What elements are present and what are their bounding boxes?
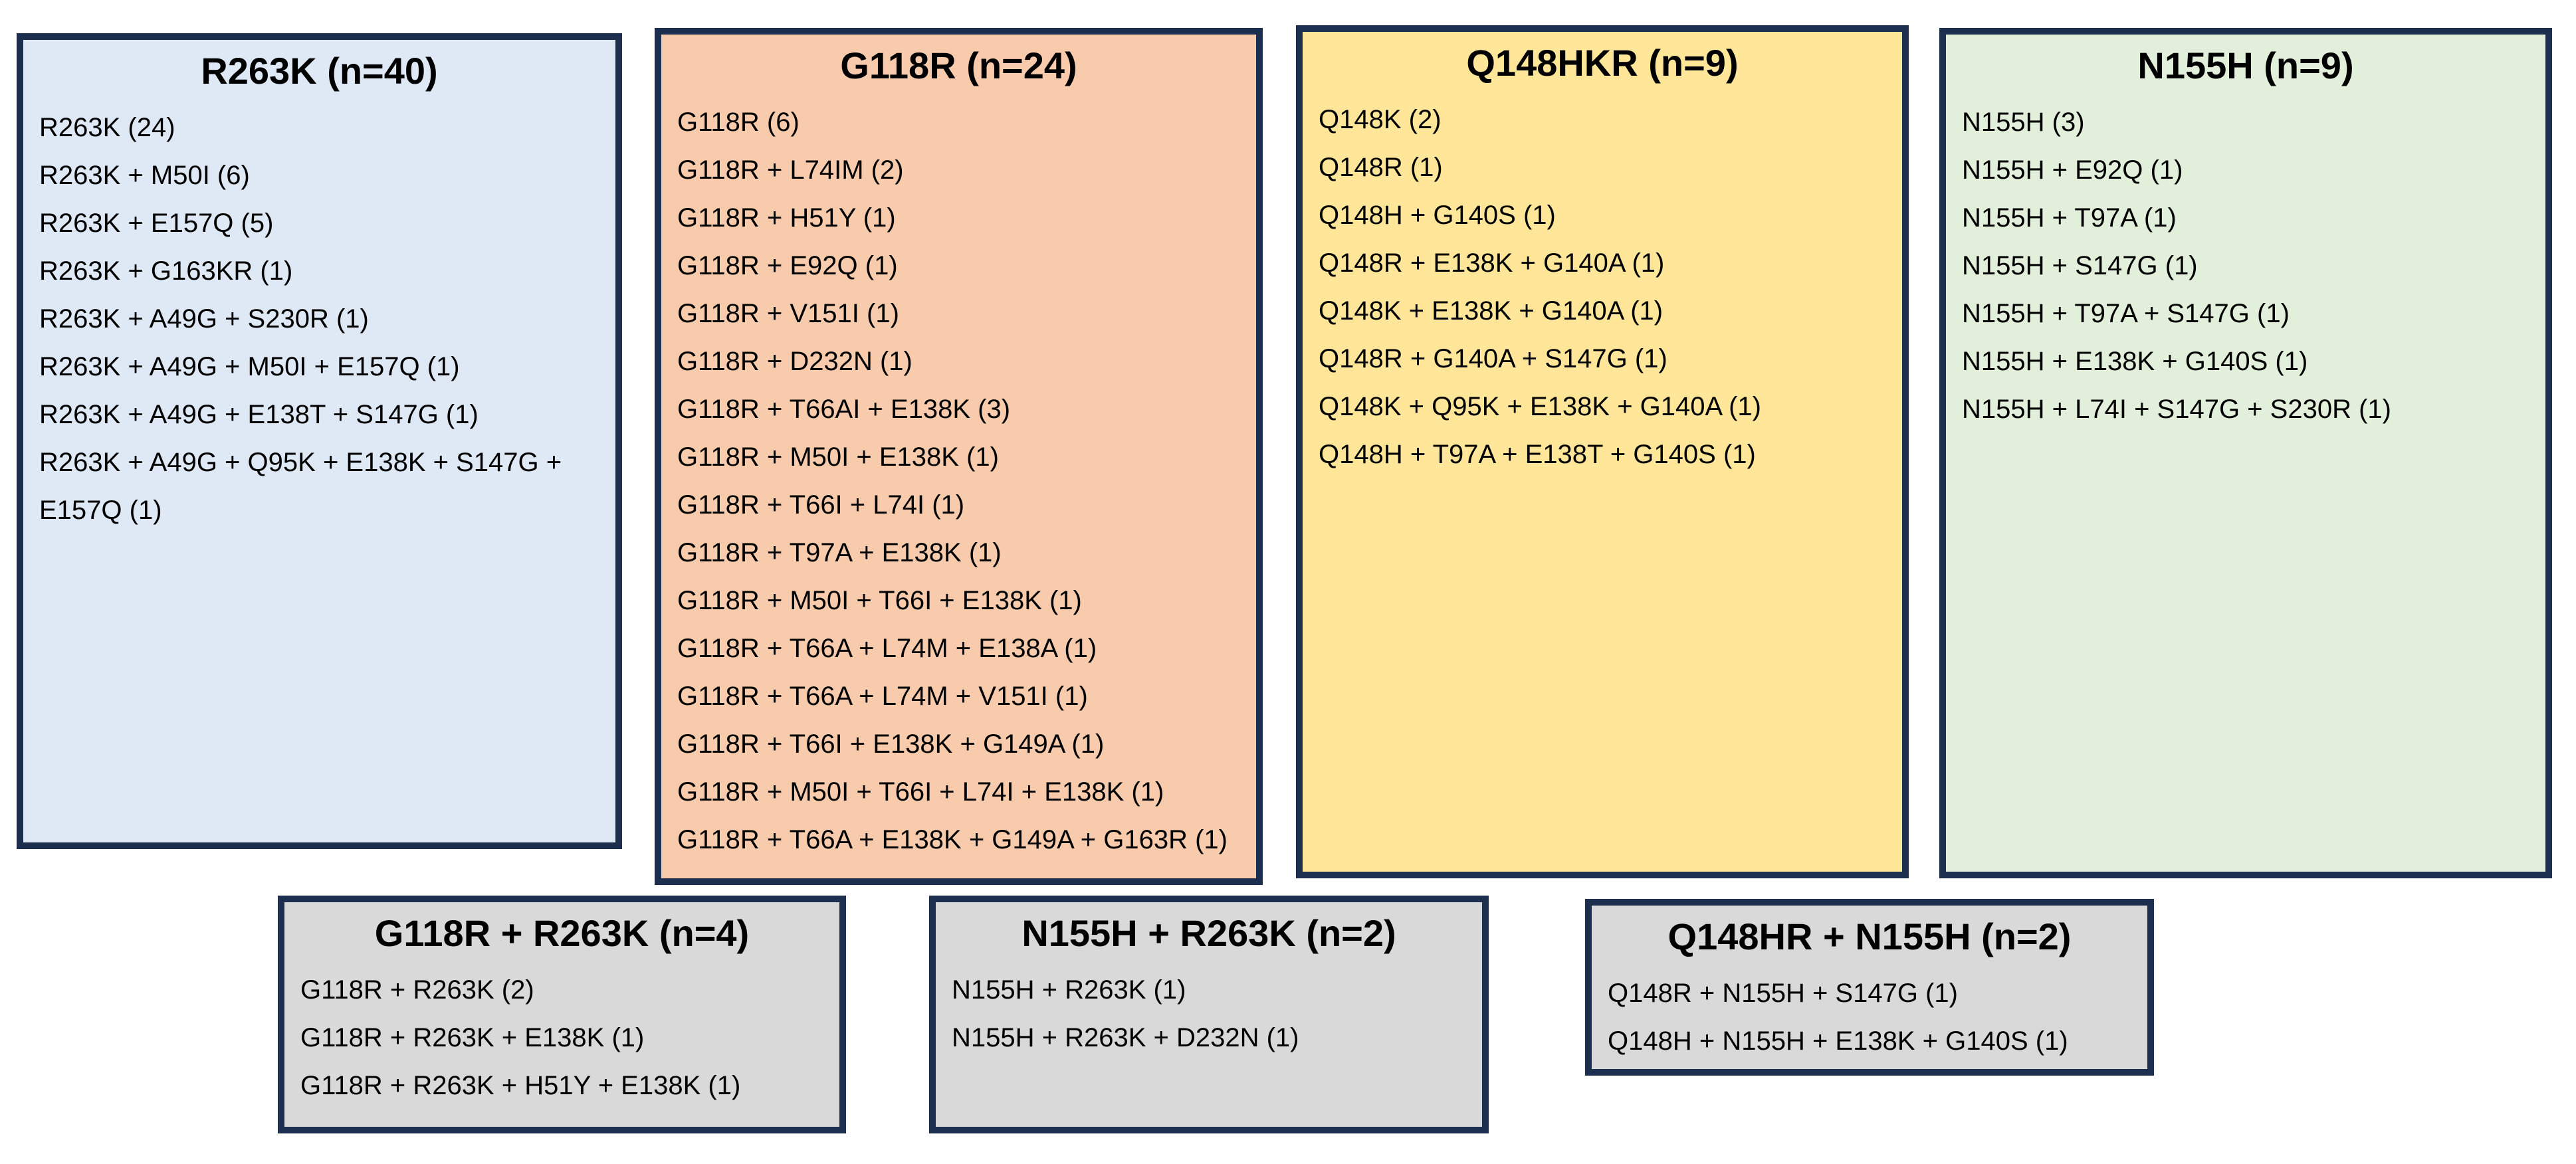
mutation-entry: G118R + T97A + E138K (1) [677,538,1002,567]
mutation-entry: G118R + M50I + T66I + L74I + E138K (1) [677,777,1164,807]
box-title-n155h-r263k: N155H + R263K (n=2) [1021,912,1396,954]
mutation-entry: Q148K + Q95K + E138K + G140A (1) [1319,392,1761,421]
mutation-entry: G118R (6) [677,108,800,137]
mutation-entry: G118R + V151I (1) [677,299,899,328]
mutation-entry: Q148R + N155H + S147G (1) [1608,979,1958,1008]
mutation-entry: Q148H + G140S (1) [1319,201,1556,230]
mutation-list-r263k: R263K (24) R263K + M50I (6) R263K + E157Q … [23,94,615,534]
mutation-entry: R263K (24) [39,113,175,142]
box-title-g118r: G118R (n=24) [840,45,1077,86]
mutation-entry: G118R + L74IM (2) [677,155,904,185]
mutation-list-n155h-r263k: N155H + R263K (1) N155H + R263K + D232N (… [936,957,1482,1062]
mutation-entry: N155H + E138K + G140S (1) [1962,347,2308,376]
box-title-n155h: N155H (n=9) [2137,45,2354,86]
mutation-entry: Q148H + T97A + E138T + G140S (1) [1319,440,1756,469]
mutation-entry: G118R + T66A + L74M + E138A (1) [677,634,1097,663]
mutation-group-box-g118r-r263k: G118R + R263K (n=4) G118R + R263K (2) G11… [278,896,846,1133]
mutation-entry: N155H + S147G (1) [1962,251,2198,280]
mutation-entry: R263K + A49G + E138T + S147G (1) [39,400,479,429]
mutation-entry: R263K + E157Q (5) [39,209,274,238]
mutation-entry: N155H + R263K + D232N (1) [952,1023,1299,1052]
mutation-entry: G118R + M50I + T66I + E138K (1) [677,586,1082,615]
mutation-group-box-r263k: R263K (n=40) R263K (24) R263K + M50I (6) R… [17,33,622,849]
mutation-entry: N155H + E92Q (1) [1962,155,2183,185]
mutation-entry: R263K + A49G + Q95K + E138K + S147G + E1… [39,448,562,525]
mutation-entry: Q148K (2) [1319,105,1442,134]
mutation-group-box-n155h: N155H (n=9) N155H (3) N155H + E92Q (1) N15… [1939,28,2552,878]
mutation-list-q148hr-n155h: Q148R + N155H + S147G (1) Q148H + N155H +… [1592,960,2147,1065]
box-title-r263k: R263K (n=40) [201,50,438,92]
mutation-entry: G118R + E92Q (1) [677,251,898,280]
mutation-group-box-n155h-r263k: N155H + R263K (n=2) N155H + R263K (1) N15… [929,896,1489,1133]
mutation-entry: G118R + D232N (1) [677,347,912,376]
mutation-entry: G118R + R263K + H51Y + E138K (1) [300,1071,741,1100]
mutation-entry: G118R + T66AI + E138K (3) [677,395,1011,424]
mutation-entry: R263K + M50I (6) [39,161,250,190]
mutation-entry: R263K + G163KR (1) [39,256,293,286]
mutation-entry: N155H + L74I + S147G + S230R (1) [1962,395,2391,424]
mutation-list-q148hkr: Q148K (2) Q148R (1) Q148H + G140S (1) Q148R… [1303,86,1902,478]
mutation-entry: R263K + A49G + S230R (1) [39,304,369,334]
mutation-entry: N155H + T97A + S147G (1) [1962,299,2290,328]
mutation-entry: N155H + R263K (1) [952,975,1186,1005]
mutation-group-box-g118r: G118R (n=24) G118R (6) G118R + L74IM (2) G… [655,28,1263,885]
mutation-entry: G118R + T66A + E138K + G149A + G163R (1) [677,825,1228,854]
mutation-entry: Q148R + E138K + G140A (1) [1319,248,1665,278]
mutation-list-g118r: G118R (6) G118R + L74IM (2) G118R + H51Y (… [661,89,1256,864]
mutation-entry: N155H + T97A (1) [1962,203,2177,233]
box-title-q148hr-n155h: Q148HR + N155H (n=2) [1667,916,2072,957]
mutation-entry: Q148R (1) [1319,153,1443,182]
mutation-entry: G118R + R263K (2) [300,975,534,1005]
mutation-group-box-q148hkr: Q148HKR (n=9) Q148K (2) Q148R (1) Q148H + … [1296,25,1909,878]
mutation-entry: Q148R + G140A + S147G (1) [1319,344,1667,373]
mutation-entry: G118R + T66A + L74M + V151I (1) [677,682,1088,711]
mutation-entry: G118R + T66I + E138K + G149A (1) [677,729,1105,759]
mutation-entry: R263K + A49G + M50I + E157Q (1) [39,352,460,381]
box-title-q148hkr: Q148HKR (n=9) [1466,42,1739,84]
mutation-group-box-q148hr-n155h: Q148HR + N155H (n=2) Q148R + N155H + S14… [1585,899,2154,1076]
mutation-entry: N155H (3) [1962,108,2085,137]
mutation-entry: G118R + H51Y (1) [677,203,896,233]
mutation-entry: G118R + M50I + E138K (1) [677,442,999,472]
mutation-entry: Q148K + E138K + G140A (1) [1319,296,1664,326]
mutation-entry: G118R + T66I + L74I (1) [677,490,965,520]
box-title-g118r-r263k: G118R + R263K (n=4) [374,912,750,954]
mutation-list-n155h: N155H (3) N155H + E92Q (1) N155H + T97A (1… [1946,89,2545,433]
mutation-list-g118r-r263k: G118R + R263K (2) G118R + R263K + E138K (… [284,957,839,1110]
mutation-entry: Q148H + N155H + E138K + G140S (1) [1608,1026,2068,1056]
mutation-entry: G118R + R263K + E138K (1) [300,1023,645,1052]
